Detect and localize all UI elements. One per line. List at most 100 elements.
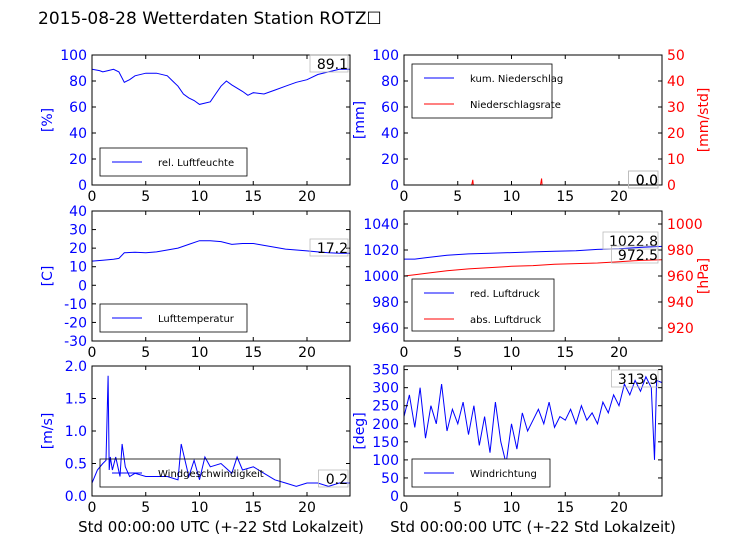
x-tick-label: 5 xyxy=(141,345,150,361)
y-tick-label: 30 xyxy=(69,223,87,239)
legend-box xyxy=(411,278,555,332)
y-tick-label: 1020 xyxy=(363,243,399,259)
y-tick-label: 50 xyxy=(381,471,399,487)
current-value-label: 0.0 xyxy=(636,173,658,189)
legend-label: abs. Luftdruck xyxy=(470,315,541,326)
y-tick-label: 60 xyxy=(69,100,87,116)
y-tick-label: 200 xyxy=(372,417,399,433)
series-line-1 xyxy=(92,240,350,262)
y-tick-label: 40 xyxy=(69,204,87,220)
y-tick-label: 0 xyxy=(78,178,87,194)
current-value-label: 89.1 xyxy=(317,57,348,73)
y-tick-label: 300 xyxy=(372,381,399,397)
subplot-5: 0 5 10 15 20 0.0 0.5 1.0 1.5 2.0 [m/s] Std 00:00:00… xyxy=(40,359,364,536)
subplot-1: 0 5 10 15 20 0 20 40 60 80 100 [%] rel. Luftfeuchte 8… xyxy=(40,48,351,205)
legend-label: kum. Niederschlag xyxy=(470,74,563,85)
x-tick-label: 0 xyxy=(88,345,97,361)
y-right-axis-label: [hPa] xyxy=(696,258,712,294)
legend-label: Windrichtung xyxy=(470,469,537,480)
y-tick-label: 1000 xyxy=(363,269,399,285)
x-tick-label: 15 xyxy=(244,345,262,361)
legend-label: Niederschlagsrate xyxy=(470,100,561,111)
legend: red. Luftdruck abs. Luftdruck xyxy=(411,278,555,332)
x-tick-label: 0 xyxy=(88,189,97,205)
x-tick-label: 0 xyxy=(400,500,409,516)
x-tick-label: 15 xyxy=(244,500,262,516)
current-value-box xyxy=(309,54,349,73)
y-tick-label: 20 xyxy=(69,152,87,168)
x-axis-label: Std 00:00:00 UTC (+-22 Std Lokalzeit) xyxy=(390,518,676,536)
y-right-tick-label: 0 xyxy=(667,178,676,194)
y-axis-label: [C] xyxy=(40,266,56,287)
x-tick-label: 10 xyxy=(191,500,209,516)
x-tick-label: 10 xyxy=(503,345,521,361)
y-tick-label: 100 xyxy=(372,48,399,64)
x-tick-label: 20 xyxy=(298,189,316,205)
legend-label: red. Luftdruck xyxy=(470,289,540,300)
y-tick-label: 20 xyxy=(69,241,87,257)
legend-box xyxy=(411,63,553,119)
y-right-tick-label: 940 xyxy=(667,295,694,311)
y-right-axis-label: [mm/std] xyxy=(696,88,712,153)
y-right-tick-label: 920 xyxy=(667,321,694,337)
current-value-box xyxy=(611,369,659,388)
legend-label: Windgeschwindigkeit xyxy=(158,469,264,480)
current-value-box xyxy=(309,238,349,257)
y-tick-label: -30 xyxy=(64,334,87,350)
x-tick-label: 20 xyxy=(298,345,316,361)
y-tick-label: 60 xyxy=(381,100,399,116)
series-line-1 xyxy=(92,68,350,105)
y-tick-label: 10 xyxy=(69,260,87,276)
y-tick-label: 0 xyxy=(390,178,399,194)
current-value-label: 0.2 xyxy=(326,472,348,488)
y-tick-label: 1040 xyxy=(363,217,399,233)
series-line-2 xyxy=(404,178,662,185)
y-axis-label: [mm] xyxy=(352,101,368,139)
series-line-2 xyxy=(404,259,662,277)
x-tick-label: 20 xyxy=(610,500,628,516)
y-tick-label: 40 xyxy=(69,126,87,142)
current-value-box xyxy=(611,245,659,264)
y-right-tick-label: 1000 xyxy=(667,217,703,233)
x-tick-label: 5 xyxy=(141,500,150,516)
x-tick-label: 10 xyxy=(503,500,521,516)
x-tick-label: 5 xyxy=(453,500,462,516)
y-tick-label: 1.5 xyxy=(65,392,87,408)
axes-frame xyxy=(91,210,351,342)
legend-label: Lufttemperatur xyxy=(158,314,235,325)
subplot-2: 0 5 10 15 20 0 20 40 60 80 100 0 10 20 30 40 50 [mm] [mm/s… xyxy=(352,48,712,205)
y-tick-label: 100 xyxy=(60,48,87,64)
y-axis-label: [deg] xyxy=(352,412,368,449)
subplot-3: 0 5 10 15 20 -30 -20 -10 0 10 20 30 40 [C] Lufttempera… xyxy=(40,204,351,361)
legend: Windgeschwindigkeit xyxy=(99,458,281,488)
x-tick-label: 20 xyxy=(610,345,628,361)
y-tick-label: 350 xyxy=(372,363,399,379)
legend: kum. Niederschlag Niederschlagsrate xyxy=(411,63,563,119)
x-tick-label: 15 xyxy=(556,189,574,205)
y-tick-label: 150 xyxy=(372,435,399,451)
y-right-tick-label: 10 xyxy=(667,152,685,168)
x-tick-label: 0 xyxy=(400,189,409,205)
y-tick-label: 0.5 xyxy=(65,457,87,473)
y-tick-label: 0 xyxy=(78,278,87,294)
legend: rel. Luftfeuchte xyxy=(99,147,248,177)
y-tick-label: 20 xyxy=(381,152,399,168)
subplot-4: 0 5 10 15 20 960 980 1000 1020 1040 920 940 960 980 10… xyxy=(363,210,712,361)
legend-label: rel. Luftfeuchte xyxy=(158,158,234,169)
x-tick-label: 20 xyxy=(610,189,628,205)
axes-frame xyxy=(403,54,663,186)
x-tick-label: 0 xyxy=(400,345,409,361)
current-value-label: 972.5 xyxy=(618,248,658,264)
current-value-box xyxy=(628,170,659,189)
x-tick-label: 0 xyxy=(88,500,97,516)
x-tick-label: 5 xyxy=(453,189,462,205)
legend: Lufttemperatur xyxy=(99,303,248,333)
x-tick-label: 20 xyxy=(298,500,316,516)
y-tick-label: 100 xyxy=(372,453,399,469)
x-tick-label: 10 xyxy=(191,189,209,205)
current-value-box xyxy=(318,469,349,488)
y-right-tick-label: 50 xyxy=(667,48,685,64)
y-right-tick-label: 960 xyxy=(667,269,694,285)
y-tick-label: 980 xyxy=(372,295,399,311)
